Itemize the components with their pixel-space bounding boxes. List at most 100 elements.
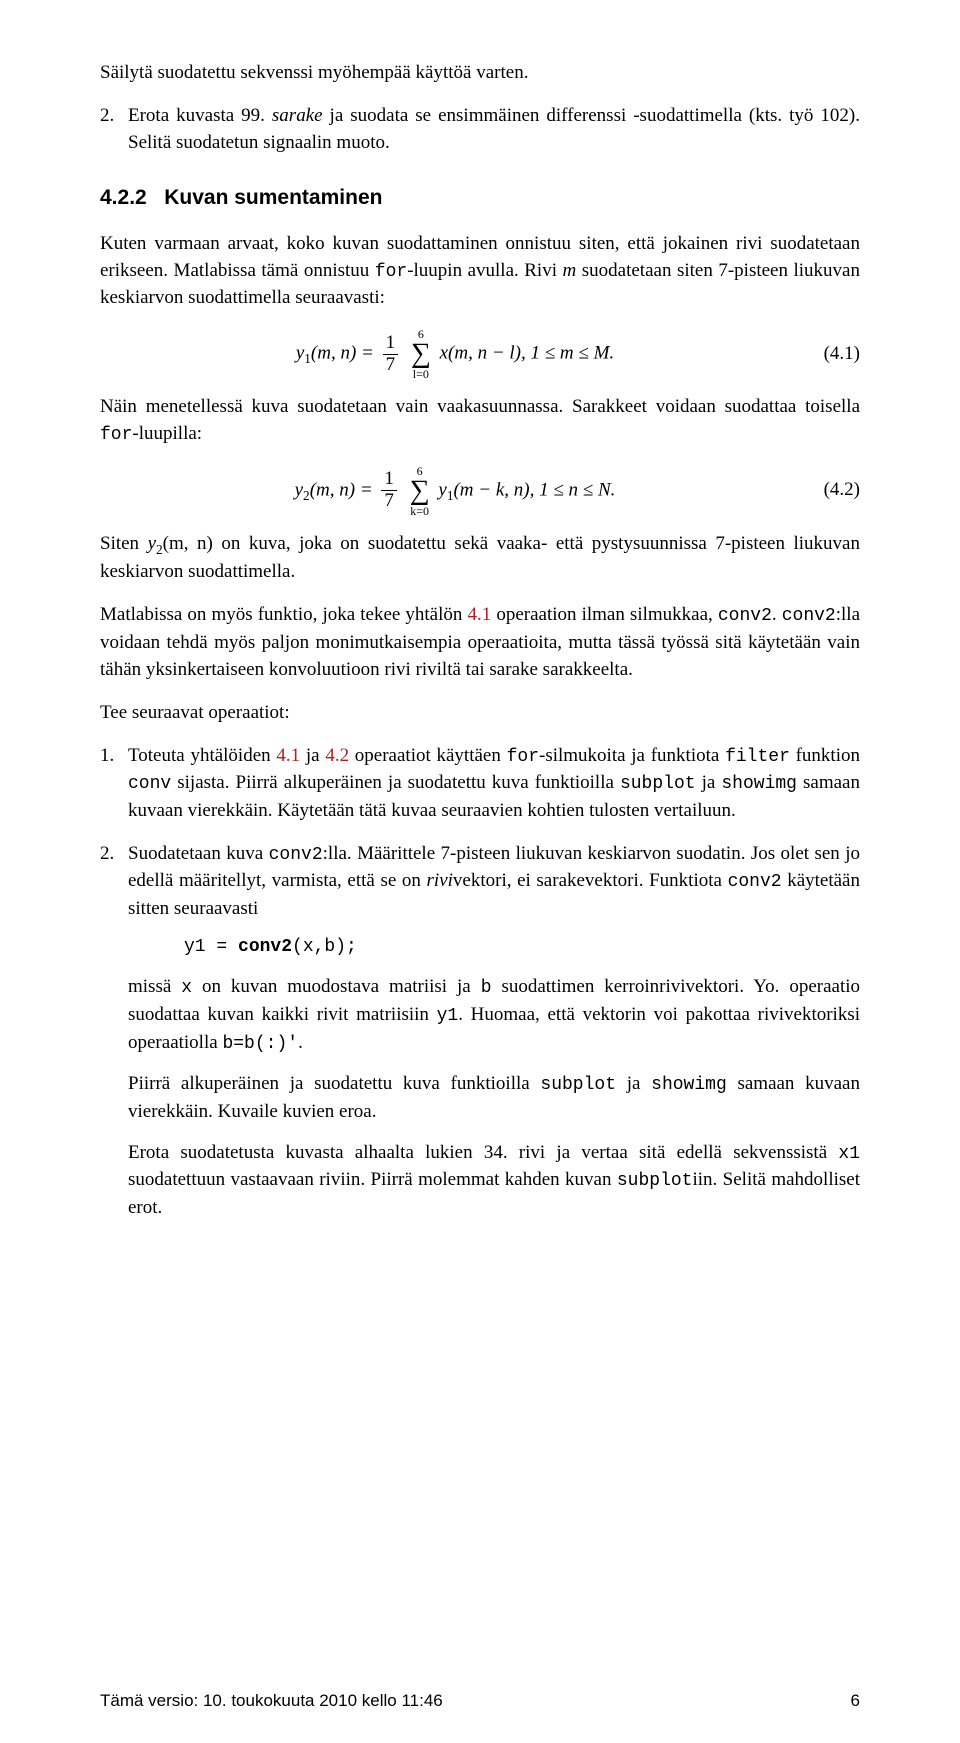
summation: 6∑l=0 [411, 328, 431, 380]
equation-number: (4.2) [810, 477, 860, 504]
code-showimg: showimg [651, 1075, 727, 1095]
frac-den: 7 [383, 355, 399, 376]
link-4-1[interactable]: 4.1 [276, 745, 300, 766]
list-number: 2. [100, 103, 128, 157]
paragraph-y2: Siten y2(m, n) on kuva, joka on suodatet… [100, 531, 860, 587]
code-filter: filter [725, 747, 790, 767]
footer: Tämä versio: 10. toukokuuta 2010 kello 1… [100, 1689, 860, 1713]
paragraph-keep-sequence: Säilytä suodatettu sekvenssi myöhempää k… [100, 60, 860, 87]
eq-args: (m, n) = [311, 343, 379, 364]
list-number: 1. [100, 743, 128, 825]
code-for: for [100, 425, 132, 445]
code-subplot: subplot [540, 1075, 616, 1095]
italic-y: y [148, 533, 156, 554]
text: -luupin avulla. Rivi [407, 260, 562, 281]
text: on kuvan muodostava matriisi ja [192, 976, 481, 997]
text: vektori, ei sarakevektori. Funktiota [453, 870, 728, 891]
text: ja [616, 1073, 651, 1094]
eq-y: y [295, 479, 303, 500]
eq-rhs-y: y [438, 479, 446, 500]
task-1: 1. Toteuta yhtälöiden 4.1 ja 4.2 operaat… [100, 743, 860, 825]
section-heading: 4.2.2 Kuvan sumentaminen [100, 183, 860, 213]
code-showimg: showimg [721, 774, 797, 794]
equation-body: y2(m, n) = 17 6∑k=0 y1(m − k, n), 1 ≤ n … [100, 465, 810, 517]
text: sijasta. Piirrä alkuperäinen ja suodatet… [171, 772, 620, 793]
code-text: (x,b); [292, 937, 357, 957]
text: funktion [790, 745, 860, 766]
italic-m: m [563, 260, 577, 281]
list-body: Suodatetaan kuva conv2:lla. Määrittele 7… [128, 841, 860, 1222]
sub-2: 2 [156, 542, 163, 557]
text: suodatettuun vastaavaan riviin. Piirrä m… [128, 1169, 617, 1190]
task-2-sub2: Piirrä alkuperäinen ja suodatettu kuva f… [128, 1071, 860, 1126]
eq-rhs-args: (m − k, n), 1 ≤ n ≤ N. [453, 479, 615, 500]
list-body: Erota kuvasta 99. sarake ja suodata se e… [128, 103, 860, 157]
paragraph-columns: Näin menetellessä kuva suodatetaan vain … [100, 394, 860, 449]
code-bbt: b=b(:)' [222, 1034, 298, 1054]
code-x: x [181, 978, 192, 998]
eq-rhs: x(m, n − l), 1 ≤ m ≤ M. [440, 343, 615, 364]
code-block: y1 = conv2(x,b); [184, 935, 860, 961]
text: operaation ilman silmukkaa, [491, 604, 718, 625]
paragraph-do-ops: Tee seuraavat operaatiot: [100, 700, 860, 727]
sum-sigma: ∑ [410, 477, 430, 505]
code-subplot: subplot [617, 1171, 693, 1191]
text: Piirrä alkuperäinen ja suodatettu kuva f… [128, 1073, 540, 1094]
text: Toteuta yhtälöiden [128, 745, 276, 766]
frac-num: 1 [381, 469, 397, 491]
code-for: for [507, 747, 539, 767]
text: missä [128, 976, 181, 997]
section-number: 4.2.2 [100, 186, 147, 209]
text: Siten [100, 533, 148, 554]
frac-num: 1 [383, 333, 399, 355]
fraction: 17 [383, 333, 399, 376]
list-body: Toteuta yhtälöiden 4.1 ja 4.2 operaatiot… [128, 743, 860, 825]
text: -silmukoita ja funktiota [539, 745, 725, 766]
code-b: b [481, 978, 492, 998]
eq-sub: 1 [304, 351, 311, 366]
frac-den: 7 [381, 491, 397, 512]
sum-bot: l=0 [411, 368, 431, 380]
list-item-2: 2. Erota kuvasta 99. sarake ja suodata s… [100, 103, 860, 157]
equation-number: (4.1) [810, 341, 860, 368]
text: operaatiot käyttäen [349, 745, 507, 766]
italic-sarake: sarake [272, 105, 323, 126]
text: Suodatetaan kuva [128, 843, 269, 864]
task-2: 2. Suodatetaan kuva conv2:lla. Määrittel… [100, 841, 860, 1222]
code-text: y1 = [184, 937, 238, 957]
eq-sub: 2 [303, 488, 310, 503]
paragraph-intro: Kuten varmaan arvaat, koko kuvan suodatt… [100, 231, 860, 312]
code-bold-conv2: conv2 [238, 937, 292, 957]
text: Erota kuvasta 99. [128, 105, 272, 126]
link-4-1[interactable]: 4.1 [467, 604, 491, 625]
eq-y: y [296, 343, 304, 364]
summation: 6∑k=0 [410, 465, 430, 517]
list-number: 2. [100, 841, 128, 1222]
task-2-sub1: missä x on kuvan muodostava matriisi ja … [128, 974, 860, 1057]
code-conv2: conv2 [269, 845, 323, 865]
eq-args: (m, n) = [310, 479, 378, 500]
sum-bot: k=0 [410, 505, 430, 517]
footer-version: Tämä versio: 10. toukokuuta 2010 kello 1… [100, 1689, 443, 1713]
code-y1: y1 [437, 1006, 459, 1026]
code-conv: conv [128, 774, 171, 794]
fraction: 17 [381, 469, 397, 512]
text: . [772, 604, 782, 625]
page-number: 6 [851, 1689, 860, 1713]
paragraph-conv2: Matlabissa on myös funktio, joka tekee y… [100, 602, 860, 683]
code-conv2: conv2 [782, 606, 836, 626]
text: . [298, 1032, 303, 1053]
text: ja [300, 745, 325, 766]
code-for: for [375, 262, 407, 282]
sum-sigma: ∑ [411, 340, 431, 368]
text: Näin menetellessä kuva suodatetaan vain … [100, 396, 860, 417]
section-title: Kuvan sumentaminen [164, 186, 382, 209]
text: ja [696, 772, 722, 793]
page: Säilytä suodatettu sekvenssi myöhempää k… [0, 0, 960, 1743]
equation-4-1: y1(m, n) = 17 6∑l=0 x(m, n − l), 1 ≤ m ≤… [100, 328, 860, 380]
code-conv2: conv2 [718, 606, 772, 626]
text: (m, n) on kuva, joka on suodatettu sekä … [100, 533, 860, 583]
equation-4-2: y2(m, n) = 17 6∑k=0 y1(m − k, n), 1 ≤ n … [100, 465, 860, 517]
code-subplot: subplot [620, 774, 696, 794]
link-4-2[interactable]: 4.2 [325, 745, 349, 766]
